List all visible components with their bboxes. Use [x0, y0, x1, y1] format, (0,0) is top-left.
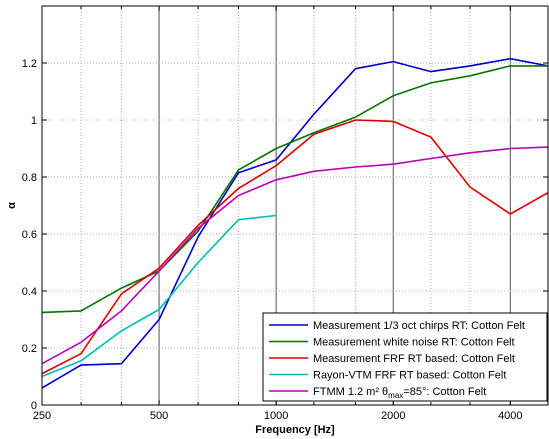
series-line-2 — [41, 65, 548, 314]
series-line-4 — [41, 214, 277, 378]
axis-ticks: 250 500 1000 2000 4000 0 0.2 0.4 0.6 0.8 1 1.2 — [22, 6, 548, 422]
legend: Measurement 1/3 oct chirps RT: Cotton Fe… — [262, 312, 548, 402]
legend-entry-5: FTMM 1.2 m² θmax=85°: Cotton Felt — [313, 386, 486, 400]
series-lines — [41, 57, 549, 389]
x-tick-label: 1000 — [264, 410, 288, 422]
x-axis-label: Frequency [Hz] — [255, 424, 335, 436]
y-tick-label: 0.8 — [22, 172, 37, 184]
y-tick-label: 0.4 — [22, 286, 37, 298]
x-tick-label: 500 — [150, 410, 168, 422]
legend-box — [262, 312, 548, 402]
y-tick-label: 0 — [31, 400, 37, 412]
series-line-3 — [41, 119, 549, 375]
x-tick-label: 4000 — [498, 410, 522, 422]
y-tick-label: 0.6 — [22, 229, 37, 241]
legend-entry-3: Measurement FRF RT based: Cotton Felt — [313, 353, 515, 365]
y-tick-label: 0.2 — [22, 343, 37, 355]
series-line-5 — [41, 146, 549, 365]
legend-entry-1: Measurement 1/3 oct chirps RT: Cotton Fe… — [313, 320, 525, 332]
x-tick-label: 2000 — [381, 410, 405, 422]
series-line-1 — [41, 57, 549, 389]
legend-entry-4: Rayon-VTM FRF RT based: Cotton Felt — [313, 370, 506, 382]
x-tick-label: 250 — [33, 410, 51, 422]
y-tick-label: 1 — [31, 115, 37, 127]
plot-frame — [41, 5, 549, 406]
y-axis-label: α — [6, 202, 18, 209]
legend-entry-2: Measurement white noise RT: Cotton Felt — [313, 337, 515, 349]
y-tick-label: 1.2 — [22, 58, 37, 70]
